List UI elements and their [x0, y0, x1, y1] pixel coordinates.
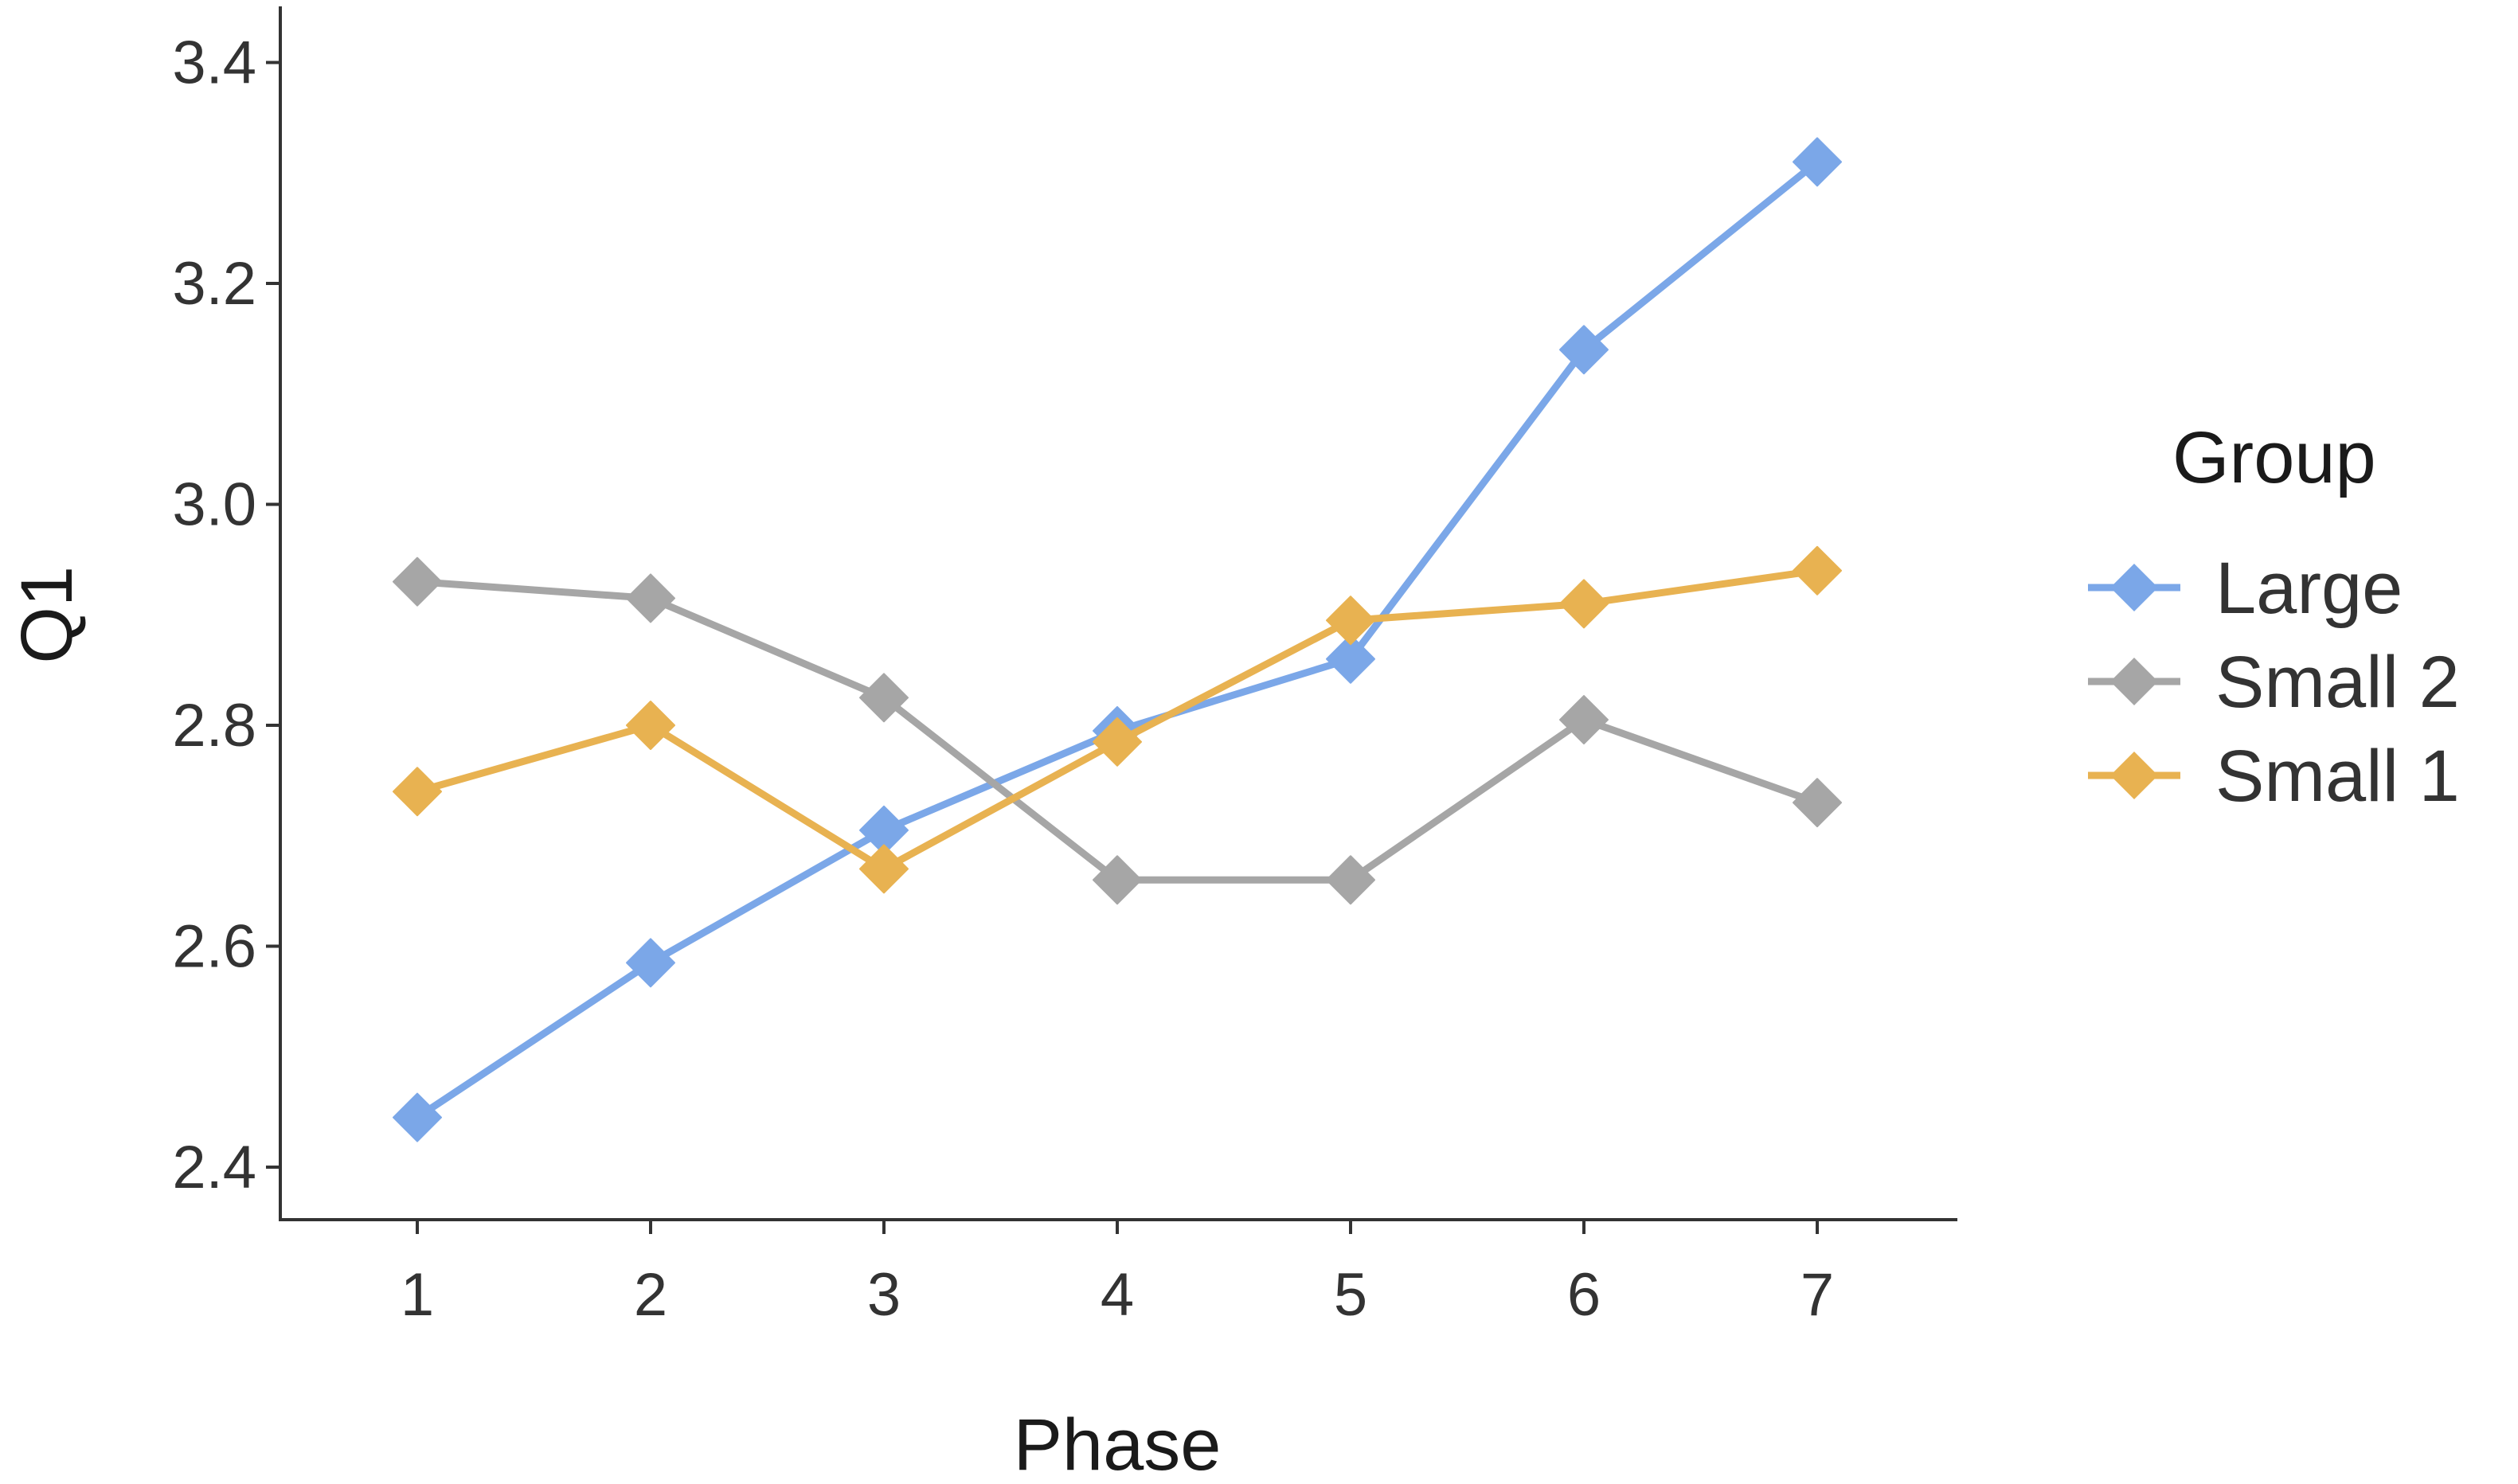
axis-titles: Phase Q1 Group — [6, 417, 2376, 1484]
y-tick-label: 2.6 — [172, 913, 256, 981]
data-point — [393, 767, 442, 817]
y-tick-label: 3.0 — [172, 471, 256, 539]
legend-item: Small 2 — [2088, 642, 2460, 723]
data-point — [859, 844, 909, 894]
y-tick-label: 3.4 — [172, 29, 256, 97]
series-group — [393, 137, 1842, 1142]
legend-key-marker — [2110, 658, 2158, 705]
data-point — [393, 1092, 442, 1142]
data-point — [1093, 717, 1142, 767]
x-tick-label: 5 — [1334, 1261, 1367, 1329]
data-point — [859, 673, 909, 723]
data-point — [1793, 545, 1842, 596]
series-small-2 — [393, 556, 1842, 905]
legend-key-marker — [2110, 752, 2158, 799]
data-point — [393, 556, 442, 607]
x-tick-label: 2 — [634, 1261, 667, 1329]
legend-title: Group — [2172, 417, 2376, 498]
legend-label: Small 2 — [2215, 642, 2460, 723]
data-point — [626, 573, 675, 623]
axes-group: 2.4 2.6 2.8 3.0 3.2 3.4 1 2 3 4 5 6 7 — [172, 6, 1957, 1329]
data-point — [626, 701, 675, 750]
series-large — [393, 137, 1842, 1142]
data-point — [1326, 596, 1375, 646]
legend-item: Small 1 — [2088, 736, 2460, 817]
x-tick-label: 6 — [1567, 1261, 1601, 1329]
legend-key-marker — [2110, 564, 2158, 611]
data-point — [1093, 855, 1142, 905]
y-axis-title: Q1 — [6, 566, 88, 664]
x-tick-label: 1 — [401, 1261, 434, 1329]
legend-label: Small 1 — [2215, 736, 2460, 817]
data-point — [1793, 137, 1842, 187]
x-tick-label: 7 — [1801, 1261, 1834, 1329]
legend-item: Large — [2088, 548, 2403, 629]
series-small-1 — [393, 545, 1842, 894]
data-point — [626, 938, 675, 988]
legend-label: Large — [2215, 548, 2403, 629]
x-tick-label: 4 — [1101, 1261, 1134, 1329]
data-point — [1326, 634, 1375, 684]
data-point — [1793, 778, 1842, 828]
legend: Large Small 2 Small 1 — [2088, 548, 2460, 817]
data-point — [1559, 579, 1609, 629]
data-point — [1559, 325, 1609, 375]
y-tick-label: 2.4 — [172, 1134, 256, 1201]
x-axis-title: Phase — [1014, 1404, 1222, 1480]
x-tick-label: 3 — [867, 1261, 901, 1329]
data-point — [1326, 855, 1375, 905]
series-line — [413, 158, 1821, 1122]
data-point — [1559, 695, 1609, 745]
y-tick-label: 2.8 — [172, 692, 256, 760]
y-tick-label: 3.2 — [172, 250, 256, 318]
